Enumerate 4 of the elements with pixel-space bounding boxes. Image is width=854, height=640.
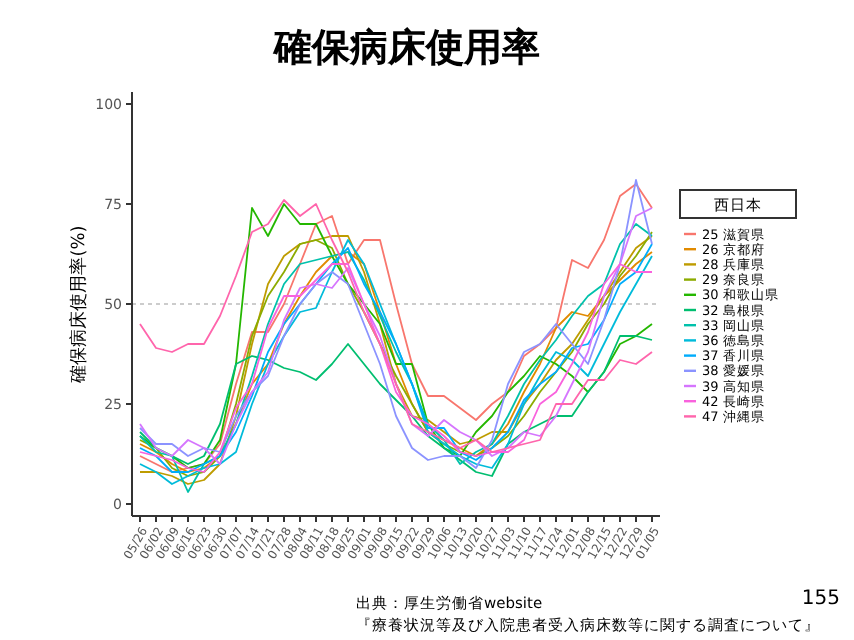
line-series [139, 335, 653, 477]
chart-title: 確保病床使用率 [272, 26, 540, 70]
text: 155 [801, 588, 840, 610]
y-axis-title: 確保病床使用率(%) [68, 225, 90, 385]
